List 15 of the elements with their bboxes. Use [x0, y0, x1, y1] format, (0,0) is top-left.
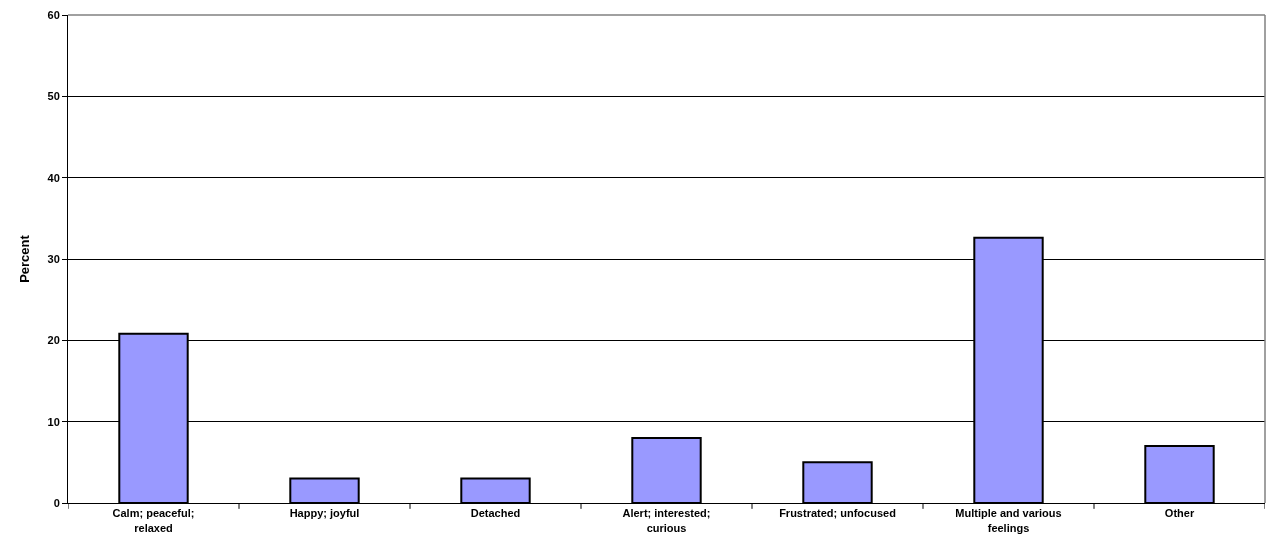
y-tick-label: 30 [47, 252, 60, 265]
y-tick-label: 10 [47, 415, 60, 428]
x-tick-label: Happy; joyful [289, 507, 360, 520]
x-tick-label: Frustrated; unfocused [779, 507, 896, 520]
y-tick-label: 0 [53, 496, 60, 509]
x-tick-label: Alert; interested; curious [622, 507, 711, 534]
y-axis-title: Percent [17, 234, 33, 283]
x-tick-label: Detached [470, 507, 521, 520]
x-tick-label: Calm; peaceful; relaxed [112, 507, 195, 534]
y-tick-label: 40 [47, 171, 60, 184]
y-tick-label: 20 [47, 334, 60, 347]
x-tick-label: Other [1164, 507, 1195, 520]
y-tick-label: 50 [47, 90, 60, 103]
x-tick-label: Multiple and various feelings [955, 507, 1062, 534]
y-tick-label: 60 [47, 8, 60, 21]
